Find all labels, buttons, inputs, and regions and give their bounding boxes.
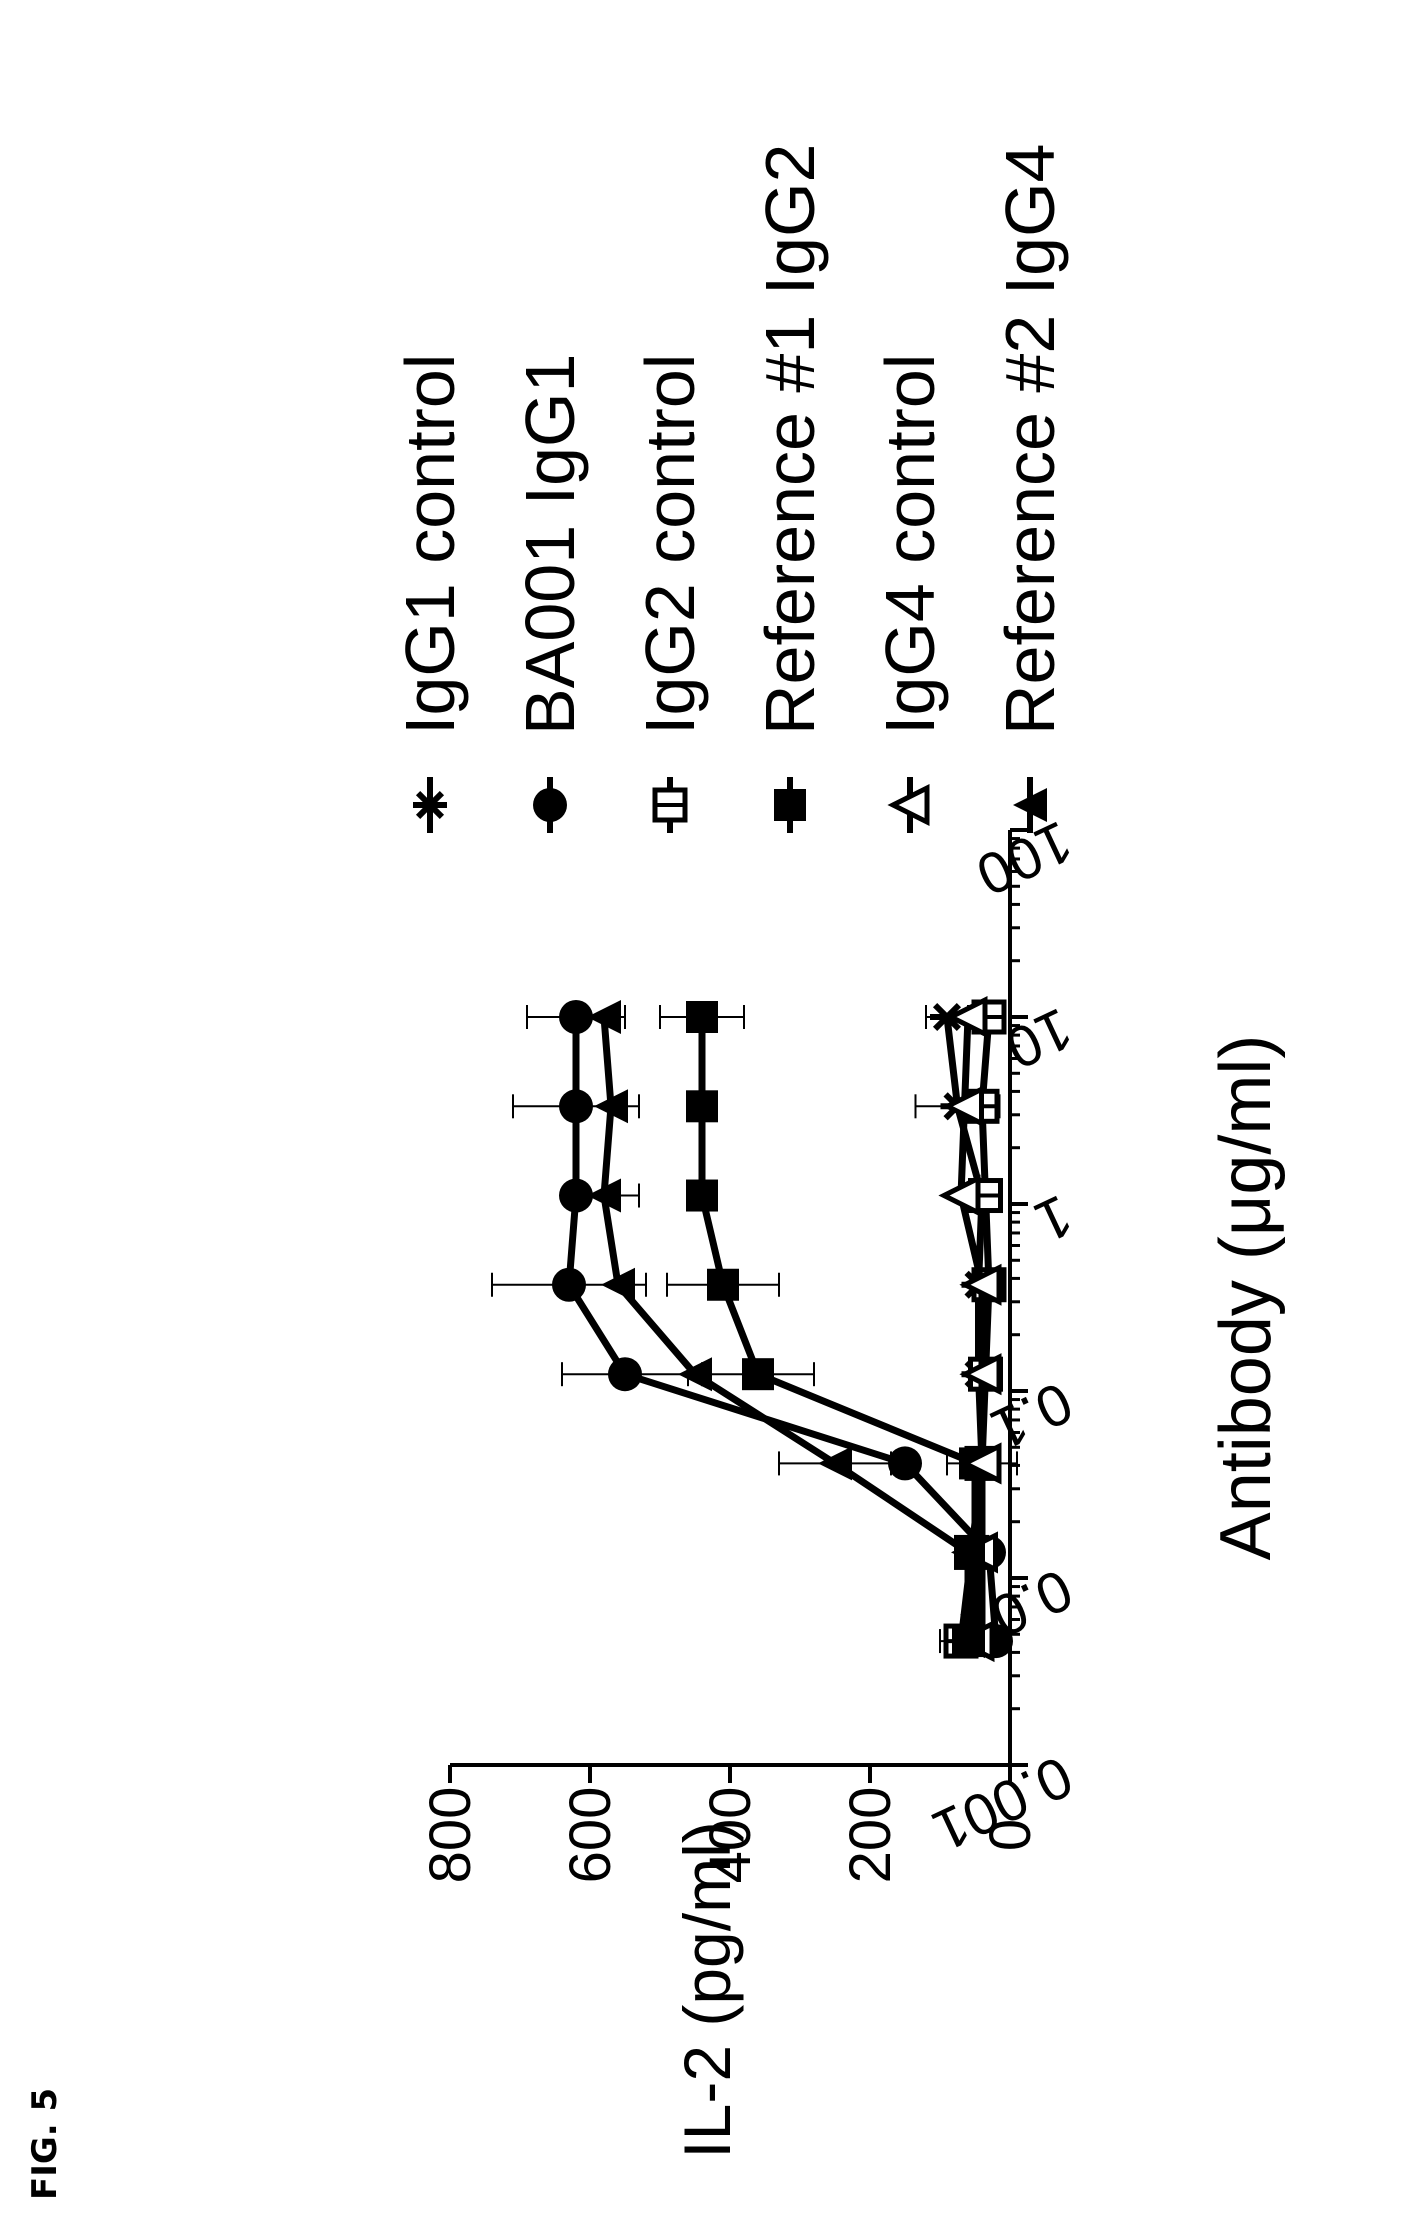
data-point (552, 1267, 586, 1302)
data-point (945, 995, 988, 1039)
value-axis-title: IL-2 (pg/ml) (670, 1821, 744, 2158)
series-line (565, 1017, 1000, 1642)
data-point (707, 1268, 739, 1301)
legend-marker (1013, 788, 1047, 822)
data-point (888, 1446, 922, 1481)
legend-marker (533, 788, 567, 822)
legend-marker (774, 789, 806, 821)
data-point (686, 1090, 718, 1123)
data-point (608, 1357, 642, 1392)
data-point (678, 1357, 712, 1392)
value-tick-label: 0 (978, 1819, 1043, 1851)
legend-label: IgG4 control (871, 354, 949, 735)
legend-label: Reference #1 IgG2 (751, 144, 829, 735)
legend-marker (887, 783, 930, 827)
legend-entry: IgG4 control (871, 354, 949, 833)
series-line (600, 1016, 972, 1642)
legend-label: IgG1 control (391, 354, 469, 735)
data-point (959, 1263, 1002, 1306)
data-point (941, 1085, 984, 1128)
legend-marker (652, 787, 688, 823)
legend-entry: Reference #2 IgG4 (991, 144, 1069, 833)
data-point (587, 1000, 621, 1034)
value-tick-label: 600 (558, 1787, 623, 1884)
data-point (559, 1000, 593, 1034)
data-point (951, 1535, 985, 1570)
data-point (587, 1178, 621, 1213)
legend-entry: Reference #1 IgG2 (751, 144, 829, 833)
data-point (742, 1358, 774, 1391)
legend-label: Reference #2 IgG4 (991, 144, 1069, 735)
data-point (686, 1001, 718, 1033)
legend-entry: BA001 IgG1 (511, 354, 589, 833)
legend-entry: IgG1 control (391, 354, 469, 833)
data-point (959, 1442, 1002, 1485)
legend-label: BA001 IgG1 (511, 354, 589, 735)
value-tick-label: 800 (418, 1787, 483, 1884)
dose-tick-label: 100 (967, 808, 1082, 908)
dose-axis-title: Antibody (μg/ml) (1206, 1035, 1286, 1561)
data-point (559, 1089, 593, 1124)
value-tick-label: 200 (838, 1787, 903, 1884)
legend-entry: IgG2 control (631, 354, 709, 833)
data-point (959, 1353, 1002, 1396)
series-line (698, 1017, 979, 1642)
series-line (957, 1016, 986, 1642)
dose-tick-label: 1 (1025, 1182, 1082, 1255)
value-tick-label: 400 (698, 1787, 763, 1884)
data-point (601, 1267, 635, 1302)
legend: IgG1 control BA001 IgG1 IgG2 control Refere… (391, 144, 1069, 833)
series-reference-2-igg4 (568, 1000, 985, 1659)
series-ba001-igg1 (491, 1000, 1013, 1659)
legend-marker (413, 790, 447, 820)
data-point (818, 1446, 852, 1481)
data-point (951, 1624, 985, 1659)
data-point (938, 1174, 981, 1217)
legend-label: IgG2 control (631, 354, 709, 735)
data-point (686, 1179, 718, 1212)
series-reference-1-igg2 (659, 1001, 991, 1658)
data-point (594, 1089, 628, 1124)
